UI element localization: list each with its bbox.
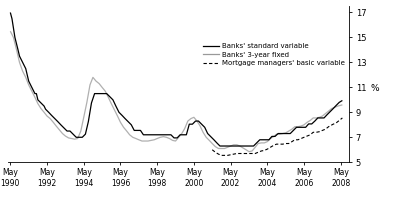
Legend: Banks' standard variable, Banks' 3-year fixed, Mortgage managers' basic variable: Banks' standard variable, Banks' 3-year … [200,41,348,69]
Y-axis label: %: % [370,84,379,93]
